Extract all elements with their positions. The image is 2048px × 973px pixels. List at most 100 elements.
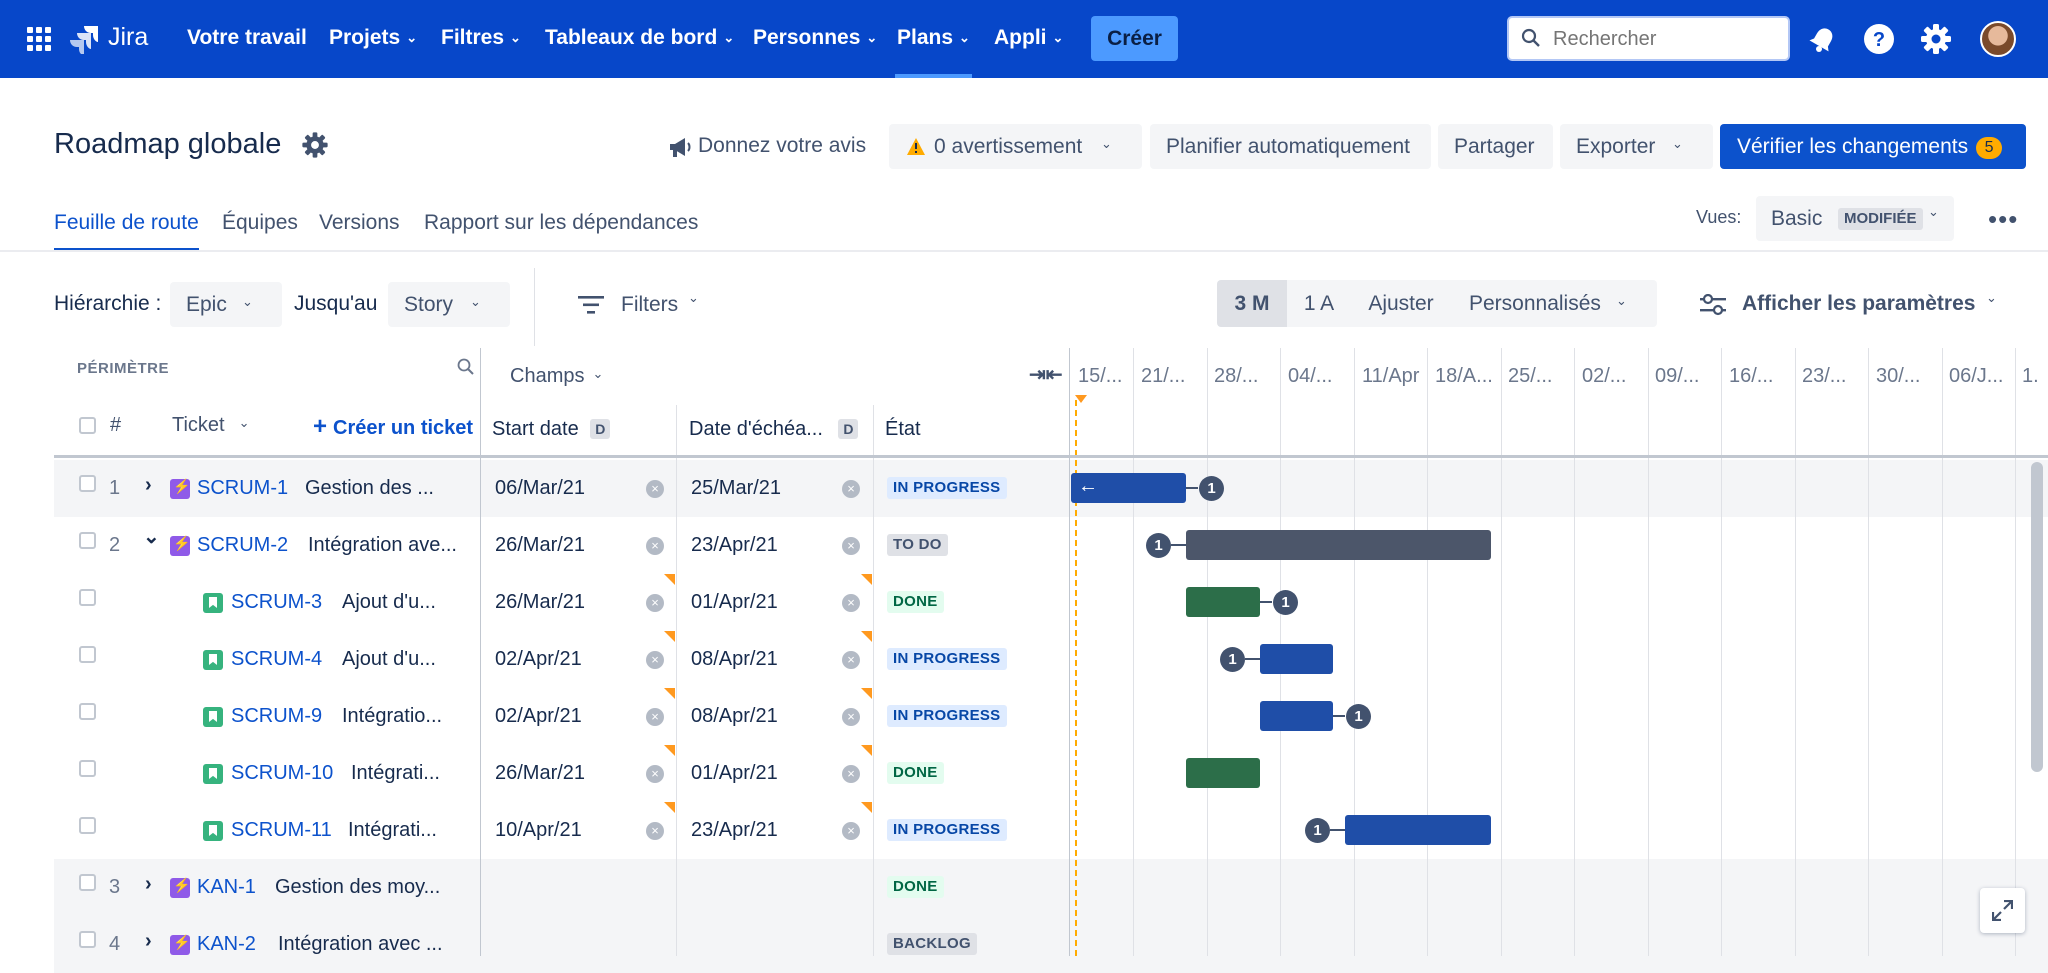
dependency-badge[interactable]: 1 bbox=[1199, 476, 1224, 501]
issue-summary[interactable]: Intégrati... bbox=[351, 762, 440, 784]
dependency-badge[interactable]: 1 bbox=[1273, 590, 1298, 615]
issue-key-link[interactable]: KAN-2 bbox=[197, 933, 256, 955]
search-box[interactable] bbox=[1507, 16, 1790, 61]
timeline-bar[interactable] bbox=[1186, 530, 1491, 560]
review-changes-button[interactable]: Vérifier les changements 5 bbox=[1720, 124, 2026, 169]
timescale-3m[interactable]: 3 M bbox=[1217, 280, 1287, 327]
row-checkbox[interactable] bbox=[79, 589, 96, 606]
issue-summary[interactable]: Intégration avec ... bbox=[278, 933, 443, 955]
due-date-value[interactable]: 25/Mar/21 bbox=[691, 477, 782, 499]
tab-feuille-de-route[interactable]: Feuille de route bbox=[54, 211, 199, 234]
issue-summary[interactable]: Intégratio... bbox=[342, 705, 443, 727]
status-lozenge[interactable]: IN PROGRESS bbox=[887, 648, 1007, 670]
clear-date-icon[interactable]: × bbox=[646, 480, 664, 498]
tab-rapport-dependances[interactable]: Rapport sur les dépendances bbox=[424, 211, 699, 234]
issue-key-link[interactable]: SCRUM-3 bbox=[231, 591, 323, 613]
dependency-badge[interactable]: 1 bbox=[1220, 647, 1245, 672]
issue-summary[interactable]: Gestion des moy... bbox=[275, 876, 441, 898]
start-date-value[interactable]: 02/Apr/21 bbox=[495, 648, 582, 670]
user-avatar[interactable] bbox=[1980, 21, 2016, 57]
start-date-value[interactable]: 26/Mar/21 bbox=[495, 591, 586, 613]
more-options-icon[interactable]: ••• bbox=[1988, 204, 2019, 234]
expand-chevron-icon[interactable]: › bbox=[145, 873, 152, 895]
auto-schedule-button[interactable]: Planifier automatiquement bbox=[1150, 124, 1431, 169]
start-date-value[interactable]: 06/Mar/21 bbox=[495, 477, 586, 499]
start-date-header[interactable]: Start date D bbox=[492, 418, 611, 441]
start-date-value[interactable]: 02/Apr/21 bbox=[495, 705, 582, 727]
nav-personnes[interactable]: Personnes ⌄ bbox=[753, 0, 877, 78]
status-lozenge[interactable]: DONE bbox=[887, 876, 944, 898]
start-date-value[interactable]: 26/Mar/21 bbox=[495, 762, 586, 784]
due-date-value[interactable]: 01/Apr/21 bbox=[691, 762, 778, 784]
nav-votre-travail[interactable]: Votre travail bbox=[187, 0, 307, 78]
clear-date-icon[interactable]: × bbox=[842, 537, 860, 555]
tab-equipes[interactable]: Équipes bbox=[222, 211, 298, 234]
due-date-value[interactable]: 23/Apr/21 bbox=[691, 534, 778, 556]
row-checkbox[interactable] bbox=[79, 817, 96, 834]
clear-date-icon[interactable]: × bbox=[646, 537, 664, 555]
issue-summary[interactable]: Intégrati... bbox=[348, 819, 437, 841]
clear-date-icon[interactable]: × bbox=[646, 594, 664, 612]
app-switcher-icon[interactable] bbox=[27, 27, 51, 51]
status-lozenge[interactable]: IN PROGRESS bbox=[887, 819, 1007, 841]
expand-chevron-icon[interactable]: › bbox=[145, 474, 152, 496]
timeline-bar[interactable] bbox=[1186, 587, 1260, 617]
nav-tableaux-de-bord[interactable]: Tableaux de bord ⌄ bbox=[545, 0, 734, 78]
issue-summary[interactable]: Intégration ave... bbox=[308, 534, 457, 556]
issue-key-link[interactable]: SCRUM-10 bbox=[231, 762, 334, 784]
row-checkbox[interactable] bbox=[79, 532, 96, 549]
issue-summary[interactable]: Ajout d'u... bbox=[342, 591, 436, 613]
row-checkbox[interactable] bbox=[79, 931, 96, 948]
timeline-bar[interactable] bbox=[1260, 644, 1333, 674]
clear-date-icon[interactable]: × bbox=[842, 480, 860, 498]
timescale-ajuster[interactable]: Ajuster bbox=[1351, 280, 1451, 327]
timescale-1a[interactable]: 1 A bbox=[1287, 280, 1351, 327]
issue-key-link[interactable]: SCRUM-11 bbox=[231, 819, 332, 841]
timeline-bar[interactable]: ← bbox=[1071, 473, 1186, 503]
hierarchy-from-dropdown[interactable]: Epic ⌄ bbox=[170, 282, 282, 327]
create-button[interactable]: Créer bbox=[1091, 16, 1178, 61]
due-date-header[interactable]: Date d'échéa... D bbox=[689, 418, 859, 441]
status-lozenge[interactable]: IN PROGRESS bbox=[887, 477, 1007, 499]
timeline-bar[interactable] bbox=[1260, 701, 1333, 731]
row-checkbox[interactable] bbox=[79, 760, 96, 777]
clear-date-icon[interactable]: × bbox=[646, 708, 664, 726]
views-dropdown[interactable]: Basic MODIFIÉE ⌄ bbox=[1756, 196, 1954, 241]
fields-dropdown[interactable]: Champs ⌄ bbox=[510, 365, 603, 388]
row-checkbox[interactable] bbox=[79, 874, 96, 891]
start-date-value[interactable]: 10/Apr/21 bbox=[495, 819, 582, 841]
select-all-checkbox[interactable] bbox=[79, 417, 96, 434]
status-lozenge[interactable]: TO DO bbox=[887, 534, 948, 556]
due-date-value[interactable]: 01/Apr/21 bbox=[691, 591, 778, 613]
row-checkbox[interactable] bbox=[79, 703, 96, 720]
filters-button[interactable]: Filters ⌄ bbox=[578, 290, 708, 320]
dependency-badge[interactable]: 1 bbox=[1346, 704, 1371, 729]
nav-plans[interactable]: Plans ⌄ bbox=[895, 0, 972, 78]
collapse-chevron-icon[interactable]: ⌄ bbox=[143, 526, 160, 548]
clear-date-icon[interactable]: × bbox=[842, 708, 860, 726]
hierarchy-to-dropdown[interactable]: Story ⌄ bbox=[388, 282, 510, 327]
clear-date-icon[interactable]: × bbox=[842, 765, 860, 783]
export-dropdown[interactable]: Exporter ⌄ bbox=[1560, 124, 1713, 169]
issue-key-link[interactable]: SCRUM-2 bbox=[197, 534, 289, 556]
tab-versions[interactable]: Versions bbox=[319, 211, 400, 234]
clear-date-icon[interactable]: × bbox=[646, 822, 664, 840]
dependency-badge[interactable]: 1 bbox=[1146, 533, 1171, 558]
view-settings-button[interactable]: Afficher les paramètres ⌄ bbox=[1700, 290, 2000, 320]
ticket-column-header[interactable]: Ticket ⌄ bbox=[172, 414, 250, 437]
nav-appli[interactable]: Appli ⌄ bbox=[994, 0, 1063, 78]
issue-key-link[interactable]: SCRUM-1 bbox=[197, 477, 289, 499]
status-lozenge[interactable]: IN PROGRESS bbox=[887, 705, 1007, 727]
collapse-fields-icon[interactable]: ⇥⇤ bbox=[1029, 364, 1063, 386]
status-header[interactable]: État bbox=[885, 418, 921, 440]
clear-date-icon[interactable]: × bbox=[842, 651, 860, 669]
issue-summary[interactable]: Gestion des ... bbox=[305, 477, 434, 499]
clear-date-icon[interactable]: × bbox=[646, 651, 664, 669]
share-button[interactable]: Partager bbox=[1438, 124, 1553, 169]
clear-date-icon[interactable]: × bbox=[842, 822, 860, 840]
issue-key-link[interactable]: SCRUM-9 bbox=[231, 705, 323, 727]
timeline-bar[interactable] bbox=[1345, 815, 1491, 845]
plan-settings-gear-icon[interactable] bbox=[300, 130, 330, 160]
nav-filtres[interactable]: Filtres ⌄ bbox=[441, 0, 521, 78]
clear-date-icon[interactable]: × bbox=[842, 594, 860, 612]
